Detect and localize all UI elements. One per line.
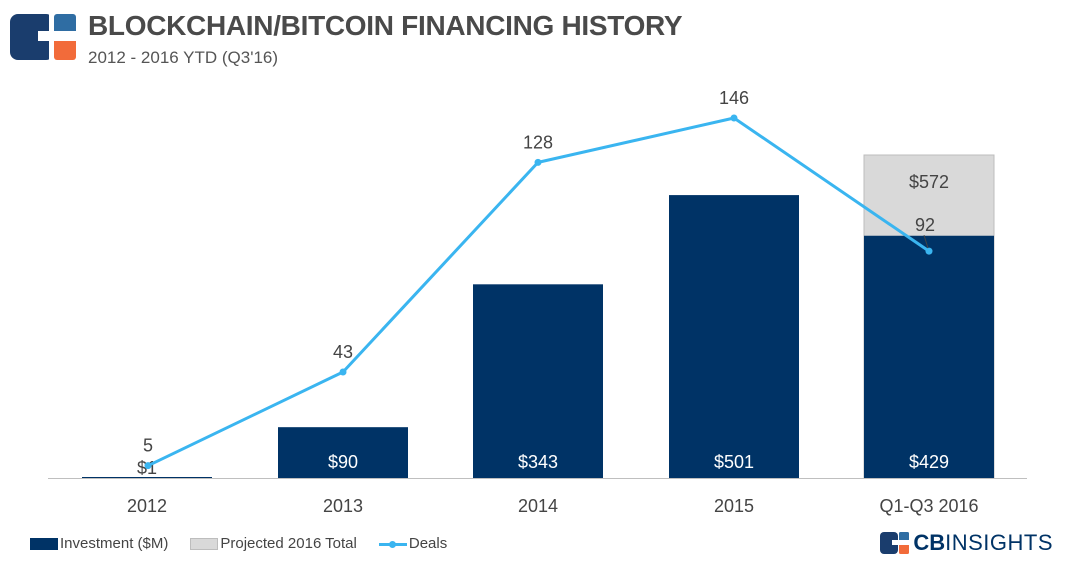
cb-insights-logo [10,14,76,60]
x-tick-label: 2014 [518,496,558,516]
legend-label-investment: Investment ($M) [60,535,169,552]
deals-point [925,247,933,255]
brand-cb-text: CB [913,530,946,555]
legend-label-deals: Deals [408,535,448,552]
investment-bar [82,477,212,478]
deals-data-label: 128 [523,132,553,152]
investment-bar [473,284,603,478]
page-subtitle: 2012 - 2016 YTD (Q3'16) [88,48,279,67]
brand-icon [880,532,911,554]
investment-data-label: $343 [518,452,558,472]
brand-insights-text: INSIGHTS [945,530,1053,555]
legend-swatch-deals [378,538,407,550]
investment-bar [669,195,799,478]
investment-data-label: $429 [909,452,949,472]
deals-data-label: 5 [143,436,153,456]
x-tick-label: 2012 [127,496,167,516]
page-title: BLOCKCHAIN/BITCOIN FINANCING HISTORY [88,10,683,41]
x-tick-label: 2015 [714,496,754,516]
investment-bar [864,235,994,478]
deals-label-leader [923,235,929,249]
legend-swatch-investment [30,537,58,550]
deals-point [339,368,347,376]
deals-data-label: 146 [719,88,749,108]
chart-legend: Investment ($M) Projected 2016 Total Dea… [30,535,469,552]
investment-bar [278,427,408,478]
x-tick-label: Q1-Q3 2016 [879,496,978,516]
legend-item-projected: Projected 2016 Total [190,535,357,552]
legend-label-projected: Projected 2016 Total [220,535,357,552]
deals-point [730,114,738,122]
deals-point [534,158,542,166]
investment-data-label: $501 [714,452,754,472]
cb-insights-brand: CB INSIGHTS [880,530,1053,556]
x-tick-label: 2013 [323,496,363,516]
legend-item-deals: Deals [378,535,448,552]
projected-data-label: $572 [909,172,949,192]
investment-data-label: $90 [328,452,358,472]
deals-data-label: 43 [333,342,353,362]
deals-point [144,462,152,470]
deals-data-label: 92 [915,215,935,235]
legend-swatch-projected [190,537,219,550]
legend-item-investment: Investment ($M) [30,535,168,552]
